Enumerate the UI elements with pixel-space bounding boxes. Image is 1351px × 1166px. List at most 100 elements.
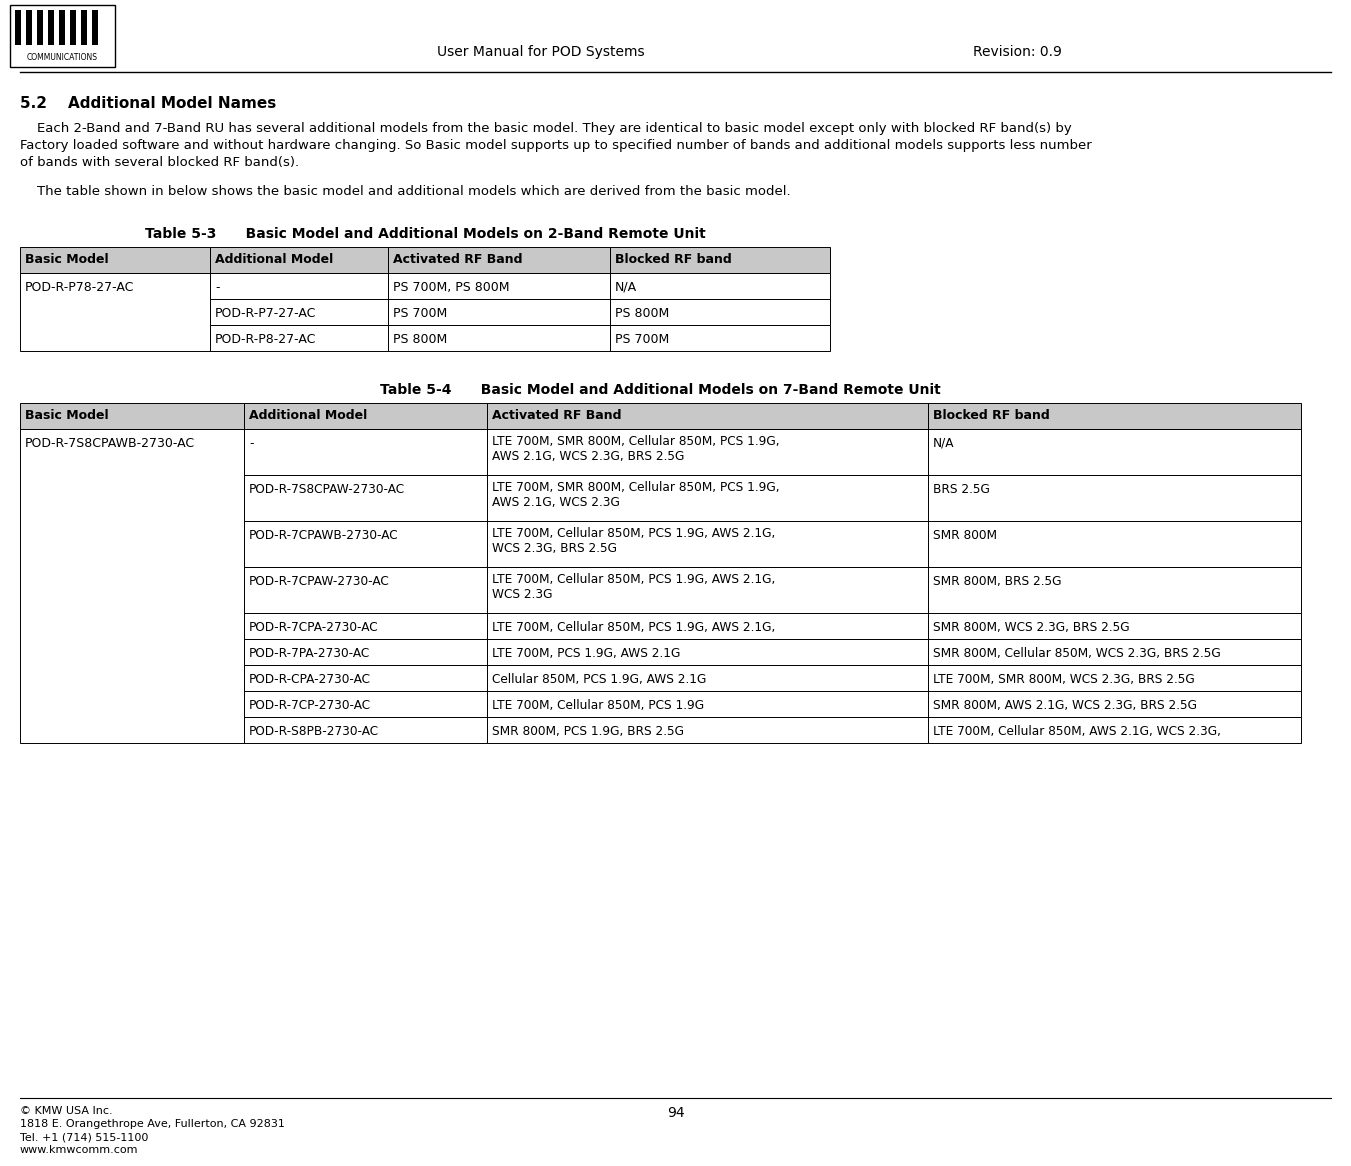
Text: COMMUNICATIONS: COMMUNICATIONS xyxy=(27,52,97,62)
Text: AWS 2.1G, WCS 2.3G: AWS 2.1G, WCS 2.3G xyxy=(492,496,620,510)
Text: www.kmwcomm.com: www.kmwcomm.com xyxy=(20,1145,139,1156)
Text: Additional Model: Additional Model xyxy=(249,409,367,422)
Bar xyxy=(611,247,830,273)
Text: © KMW USA Inc.: © KMW USA Inc. xyxy=(20,1107,112,1116)
Text: LTE 700M, PCS 1.9G, AWS 2.1G: LTE 700M, PCS 1.9G, AWS 2.1G xyxy=(492,647,681,660)
Bar xyxy=(486,475,928,521)
Text: Activated RF Band: Activated RF Band xyxy=(492,409,621,422)
Text: POD-R-7CPA-2730-AC: POD-R-7CPA-2730-AC xyxy=(249,621,378,634)
Bar xyxy=(245,429,486,475)
Text: LTE 700M, SMR 800M, Cellular 850M, PCS 1.9G,: LTE 700M, SMR 800M, Cellular 850M, PCS 1… xyxy=(492,435,780,448)
Text: PS 800M: PS 800M xyxy=(615,307,669,319)
Text: PS 800M: PS 800M xyxy=(393,333,447,346)
Text: N/A: N/A xyxy=(615,281,638,294)
Bar xyxy=(245,691,486,717)
Text: Basic Model: Basic Model xyxy=(26,409,108,422)
Bar xyxy=(245,475,486,521)
Text: of bands with several blocked RF band(s).: of bands with several blocked RF band(s)… xyxy=(20,156,299,169)
Text: PS 700M: PS 700M xyxy=(393,307,447,319)
Text: User Manual for POD Systems: User Manual for POD Systems xyxy=(436,45,644,59)
Text: Each 2-Band and 7-Band RU has several additional models from the basic model. Th: Each 2-Band and 7-Band RU has several ad… xyxy=(20,122,1071,135)
Bar xyxy=(20,429,245,743)
Text: SMR 800M: SMR 800M xyxy=(934,529,997,542)
Text: POD-R-7CPAWB-2730-AC: POD-R-7CPAWB-2730-AC xyxy=(249,529,399,542)
Bar xyxy=(9,5,115,66)
Text: Table 5-4      Basic Model and Additional Models on 7-Band Remote Unit: Table 5-4 Basic Model and Additional Mod… xyxy=(380,382,940,396)
Bar xyxy=(92,10,99,45)
Bar xyxy=(486,403,928,429)
Text: Blocked RF band: Blocked RF band xyxy=(615,253,732,266)
Text: Blocked RF band: Blocked RF band xyxy=(934,409,1050,422)
Bar xyxy=(928,475,1301,521)
Text: LTE 700M, Cellular 850M, PCS 1.9G, AWS 2.1G,: LTE 700M, Cellular 850M, PCS 1.9G, AWS 2… xyxy=(492,527,775,540)
Text: -: - xyxy=(249,437,254,450)
Bar xyxy=(245,567,486,613)
Bar xyxy=(486,613,928,639)
Text: LTE 700M, SMR 800M, Cellular 850M, PCS 1.9G,: LTE 700M, SMR 800M, Cellular 850M, PCS 1… xyxy=(492,482,780,494)
Text: LTE 700M, Cellular 850M, PCS 1.9G, AWS 2.1G,: LTE 700M, Cellular 850M, PCS 1.9G, AWS 2… xyxy=(492,573,775,586)
Bar xyxy=(245,639,486,665)
Text: POD-R-S8PB-2730-AC: POD-R-S8PB-2730-AC xyxy=(249,725,380,738)
Text: SMR 800M, Cellular 850M, WCS 2.3G, BRS 2.5G: SMR 800M, Cellular 850M, WCS 2.3G, BRS 2… xyxy=(934,647,1221,660)
Text: Revision: 0.9: Revision: 0.9 xyxy=(973,45,1062,59)
Bar xyxy=(928,717,1301,743)
Bar xyxy=(928,665,1301,691)
Bar xyxy=(388,273,611,298)
Text: N/A: N/A xyxy=(934,437,955,450)
Text: Tel. +1 (714) 515-1100: Tel. +1 (714) 515-1100 xyxy=(20,1132,149,1142)
Bar xyxy=(20,273,209,351)
Bar xyxy=(928,567,1301,613)
Bar xyxy=(928,613,1301,639)
Text: LTE 700M, Cellular 850M, PCS 1.9G: LTE 700M, Cellular 850M, PCS 1.9G xyxy=(492,698,704,712)
Bar xyxy=(486,691,928,717)
Text: Factory loaded software and without hardware changing. So Basic model supports u: Factory loaded software and without hard… xyxy=(20,139,1092,152)
Text: LTE 700M, Cellular 850M, PCS 1.9G, AWS 2.1G,: LTE 700M, Cellular 850M, PCS 1.9G, AWS 2… xyxy=(492,621,775,634)
Text: Activated RF Band: Activated RF Band xyxy=(393,253,523,266)
Text: POD-R-7S8CPAWB-2730-AC: POD-R-7S8CPAWB-2730-AC xyxy=(26,437,195,450)
Bar xyxy=(486,665,928,691)
Bar xyxy=(611,298,830,325)
Text: BRS 2.5G: BRS 2.5G xyxy=(934,483,990,496)
Bar xyxy=(928,639,1301,665)
Bar xyxy=(209,325,388,351)
Text: PS 700M, PS 800M: PS 700M, PS 800M xyxy=(393,281,509,294)
Text: LTE 700M, SMR 800M, WCS 2.3G, BRS 2.5G: LTE 700M, SMR 800M, WCS 2.3G, BRS 2.5G xyxy=(934,673,1194,686)
Text: Additional Model: Additional Model xyxy=(215,253,334,266)
Text: POD-R-P78-27-AC: POD-R-P78-27-AC xyxy=(26,281,134,294)
Bar xyxy=(59,10,65,45)
Bar xyxy=(26,10,32,45)
Bar xyxy=(486,639,928,665)
Bar xyxy=(388,298,611,325)
Bar xyxy=(928,429,1301,475)
Bar xyxy=(388,325,611,351)
Text: POD-R-7CPAW-2730-AC: POD-R-7CPAW-2730-AC xyxy=(249,575,389,588)
Bar xyxy=(20,403,245,429)
Bar xyxy=(245,403,486,429)
Bar xyxy=(209,247,388,273)
Bar xyxy=(20,247,209,273)
Text: POD-R-7CP-2730-AC: POD-R-7CP-2730-AC xyxy=(249,698,372,712)
Text: SMR 800M, WCS 2.3G, BRS 2.5G: SMR 800M, WCS 2.3G, BRS 2.5G xyxy=(934,621,1129,634)
Text: 1818 E. Orangethrope Ave, Fullerton, CA 92831: 1818 E. Orangethrope Ave, Fullerton, CA … xyxy=(20,1119,285,1129)
Bar xyxy=(70,10,76,45)
Text: The table shown in below shows the basic model and additional models which are d: The table shown in below shows the basic… xyxy=(20,185,790,198)
Bar xyxy=(928,403,1301,429)
Bar xyxy=(36,10,43,45)
Bar xyxy=(245,665,486,691)
Bar xyxy=(486,717,928,743)
Bar xyxy=(81,10,86,45)
Text: LTE 700M, Cellular 850M, AWS 2.1G, WCS 2.3G,: LTE 700M, Cellular 850M, AWS 2.1G, WCS 2… xyxy=(934,725,1221,738)
Text: POD-R-7S8CPAW-2730-AC: POD-R-7S8CPAW-2730-AC xyxy=(249,483,405,496)
Bar xyxy=(928,521,1301,567)
Text: PS 700M: PS 700M xyxy=(615,333,669,346)
Text: Cellular 850M, PCS 1.9G, AWS 2.1G: Cellular 850M, PCS 1.9G, AWS 2.1G xyxy=(492,673,707,686)
Bar xyxy=(486,567,928,613)
Bar xyxy=(245,717,486,743)
Text: WCS 2.3G: WCS 2.3G xyxy=(492,588,553,600)
Text: Basic Model: Basic Model xyxy=(26,253,108,266)
Text: 5.2    Additional Model Names: 5.2 Additional Model Names xyxy=(20,96,276,111)
Text: WCS 2.3G, BRS 2.5G: WCS 2.3G, BRS 2.5G xyxy=(492,542,617,555)
Text: AWS 2.1G, WCS 2.3G, BRS 2.5G: AWS 2.1G, WCS 2.3G, BRS 2.5G xyxy=(492,450,685,463)
Bar xyxy=(245,521,486,567)
Bar xyxy=(486,429,928,475)
